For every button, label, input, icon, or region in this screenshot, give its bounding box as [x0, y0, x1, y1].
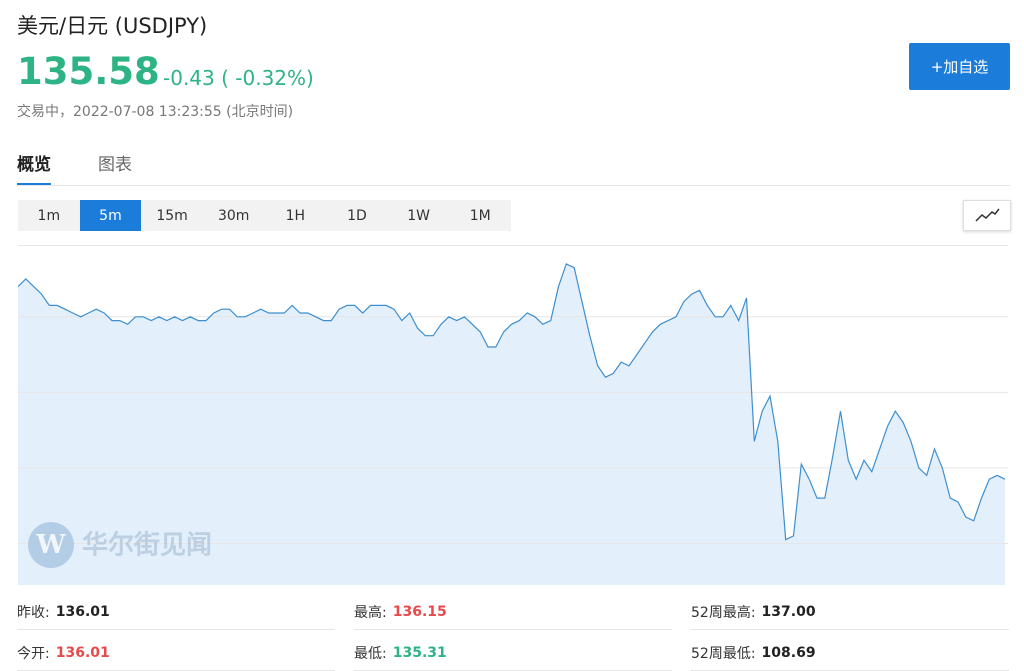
chart: 136.00135.80135.60135.4003:2504:5006:150… [18, 245, 1008, 585]
interval-button[interactable]: 15m [156, 207, 188, 224]
interval-button[interactable]: 30m [217, 207, 250, 224]
watermark-logo [28, 522, 74, 568]
stat-value: 136.01 [55, 604, 110, 620]
interval-button[interactable]: 1D [347, 207, 367, 224]
watermark-text: 华尔街见闻 [82, 530, 212, 561]
interval-button[interactable]: 1m [37, 207, 61, 224]
price: 135.58 [17, 50, 160, 93]
stat-item: 昨收: 136.01 [17, 595, 335, 630]
trading-status: 交易中，2022-07-08 13:23:55 (北京时间) [17, 104, 294, 120]
divider [17, 185, 1010, 186]
stat-value: 135.31 [392, 645, 447, 661]
interval-button[interactable]: 1H [285, 207, 306, 224]
title: 美元/日元 (USDJPY) [17, 14, 208, 38]
stat-label: 52周最高: [691, 605, 756, 621]
stat-item: 最低: 135.31 [354, 636, 672, 671]
stat-value: 136.15 [392, 604, 447, 620]
tab[interactable]: 概览 [17, 150, 51, 186]
stat-label: 最低: [354, 646, 387, 662]
stat-value: 108.69 [761, 645, 816, 661]
stat-value: 137.00 [761, 604, 816, 620]
stat-label: 最高: [354, 605, 387, 621]
add-watchlist-button[interactable]: +加自选 [909, 43, 1010, 90]
interval-button[interactable]: 1W [407, 207, 430, 224]
stat-item: 52周最低: 108.69 [691, 636, 1009, 671]
stat-label: 昨收: [17, 605, 50, 621]
stat-item: 52周最高: 137.00 [691, 595, 1009, 630]
stat-label: 52周最低: [691, 646, 756, 662]
stat-value: 136.01 [55, 645, 110, 661]
interval-bar: 1m 5m 15m 30m 1H 1D 1W 1M [18, 200, 511, 231]
interval-button[interactable]: 5m [79, 200, 142, 231]
tab[interactable]: 图表 [98, 155, 132, 175]
stat-item: 今开: 136.01 [17, 636, 335, 671]
area-fill [18, 263, 1005, 585]
stat-label: 今开: [17, 646, 50, 662]
line-icon [975, 208, 1000, 222]
interval-button[interactable]: 1M [469, 207, 491, 224]
price-line [18, 263, 1006, 541]
chart-type-button[interactable] [963, 200, 1011, 231]
watermark: W 华尔街见闻 [28, 522, 212, 568]
stat-item: 最高: 136.15 [354, 595, 672, 630]
price-change: -0.43 ( -0.32%) [163, 66, 314, 90]
watermark-logo-text: W [35, 530, 66, 560]
